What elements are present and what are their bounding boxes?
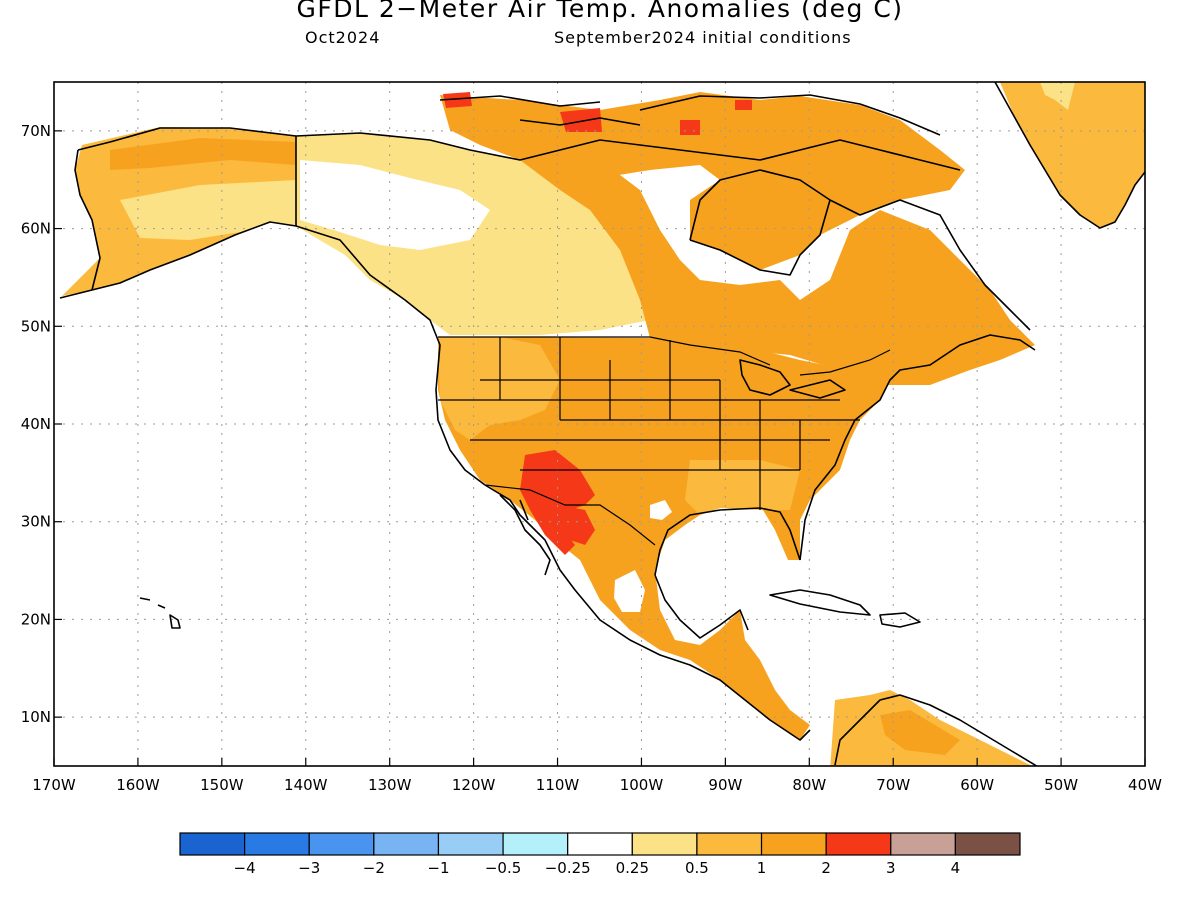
lon-tick-label: 70W [876, 776, 910, 794]
colorbar-swatch [760, 832, 827, 856]
colorbar: −4 −3 −2 −1 −0.5 −0.25 0.25 0.5 1 2 3 4 [179, 832, 1021, 877]
colorbar-label: −4 [234, 859, 256, 877]
colorbar-label: 0.5 [685, 859, 709, 877]
lon-tick-label: 60W [960, 776, 994, 794]
colorbar-swatch [954, 832, 1021, 856]
lat-tick-label: 30N [21, 513, 51, 531]
mexico-hotspot [560, 505, 595, 545]
lat-tick-label: 20N [21, 610, 51, 628]
colorbar-swatch [631, 832, 698, 856]
lon-tick-label: 120W [452, 776, 496, 794]
us-mexico-border [484, 484, 656, 546]
colorbar-swatch [502, 832, 569, 856]
lat-tick-label: 40N [21, 415, 51, 433]
southeast-us-mild [685, 460, 800, 515]
state-lines [438, 337, 860, 510]
colorbar-swatch [567, 832, 633, 856]
colorbar-swatch [825, 832, 892, 856]
west-coast [295, 225, 811, 741]
arctic-hotspot-1 [443, 92, 472, 108]
map-plot-area [54, 82, 1145, 766]
colorbar-swatch [179, 832, 246, 856]
lat-tick-label: 50N [21, 317, 51, 335]
alaska-interior-mild [120, 180, 296, 240]
great-lakes [739, 359, 846, 399]
colorbar-label: 0.25 [616, 859, 649, 877]
lat-tick-label: 60N [21, 220, 51, 238]
colorbar-swatch [437, 832, 504, 856]
colorbar-swatch [244, 832, 310, 856]
colorbar-label: −0.25 [545, 859, 591, 877]
lon-tick-label: 100W [620, 776, 664, 794]
greenland-anomaly [1000, 82, 1145, 228]
lon-tick-label: 80W [792, 776, 826, 794]
hawaii-islands [139, 597, 181, 629]
arctic-hotspot-2 [560, 108, 602, 132]
political-borders [438, 336, 891, 546]
arctic-coast [295, 132, 961, 171]
alaska-coastline [59, 127, 297, 299]
arctic-islands [439, 94, 941, 136]
gulf-coast [654, 507, 801, 639]
lat-tick-label: 70N [21, 122, 51, 140]
colorbar-swatch [696, 832, 763, 856]
central-mexico-near-normal [614, 570, 645, 612]
lon-tick-label: 50W [1044, 776, 1078, 794]
us-canada-border [438, 336, 891, 376]
labrador-coast [829, 199, 1031, 331]
colorbar-label: −2 [363, 859, 385, 877]
initial-conditions-label: September2024 initial conditions [554, 28, 852, 47]
colorbar-label: 3 [886, 859, 896, 877]
colorbar-label: 1 [757, 859, 767, 877]
texas-near-normal [650, 500, 672, 520]
colorbar-swatch [373, 832, 440, 856]
lon-tick-label: 140W [284, 776, 328, 794]
alaska-north-slope-warm [110, 138, 296, 170]
colorbar-label: −1 [427, 859, 449, 877]
longitude-axis: 170W 160W 150W 140W 130W 120W 110W 100W 90W 80W 70… [32, 758, 1162, 794]
lon-tick-label: 90W [708, 776, 742, 794]
arctic-hotspot-4 [735, 100, 752, 110]
eastern-canada-anomaly [520, 160, 1035, 385]
east-coast [799, 334, 1036, 561]
canada-arctic-islands-anomaly [440, 92, 965, 270]
latitude-axis: 70N 60N 50N 40N 30N 20N 10N [21, 122, 62, 726]
lon-tick-label: 40W [1128, 776, 1162, 794]
colorbar-swatch [308, 832, 375, 856]
pacific-northwest-warmer [438, 337, 560, 440]
arctic-hotspot-3 [680, 120, 700, 135]
hispaniola [879, 612, 921, 628]
colorbar-label: 4 [951, 859, 961, 877]
cuba [769, 589, 871, 616]
lon-tick-label: 170W [32, 776, 76, 794]
colorbar-label: −3 [298, 859, 320, 877]
greenland-coast [994, 82, 1145, 229]
colorbar-label: 2 [821, 859, 831, 877]
south-america-coast [834, 694, 1039, 766]
baja-peninsula [499, 494, 551, 576]
coastlines [59, 82, 1145, 766]
colorbar-swatch [890, 832, 956, 856]
anomaly-shading [62, 82, 1145, 766]
lon-tick-label: 160W [116, 776, 160, 794]
map-gridlines [54, 82, 1145, 766]
forecast-month: Oct2024 [305, 28, 381, 47]
lon-tick-label: 110W [536, 776, 580, 794]
lon-tick-label: 130W [368, 776, 412, 794]
chart-title: GFDL 2−Meter Air Temp. Anomalies (deg C) [296, 0, 904, 23]
greenland-coast-mild [1040, 82, 1075, 110]
northwest-canada-near-normal [300, 160, 490, 250]
colorbar-label: −0.5 [485, 859, 521, 877]
hudson-bay [689, 169, 831, 276]
southwest-us-hotspot [520, 450, 595, 555]
lat-tick-label: 10N [21, 708, 51, 726]
south-america-warm-core [880, 710, 960, 755]
lon-tick-label: 150W [200, 776, 244, 794]
